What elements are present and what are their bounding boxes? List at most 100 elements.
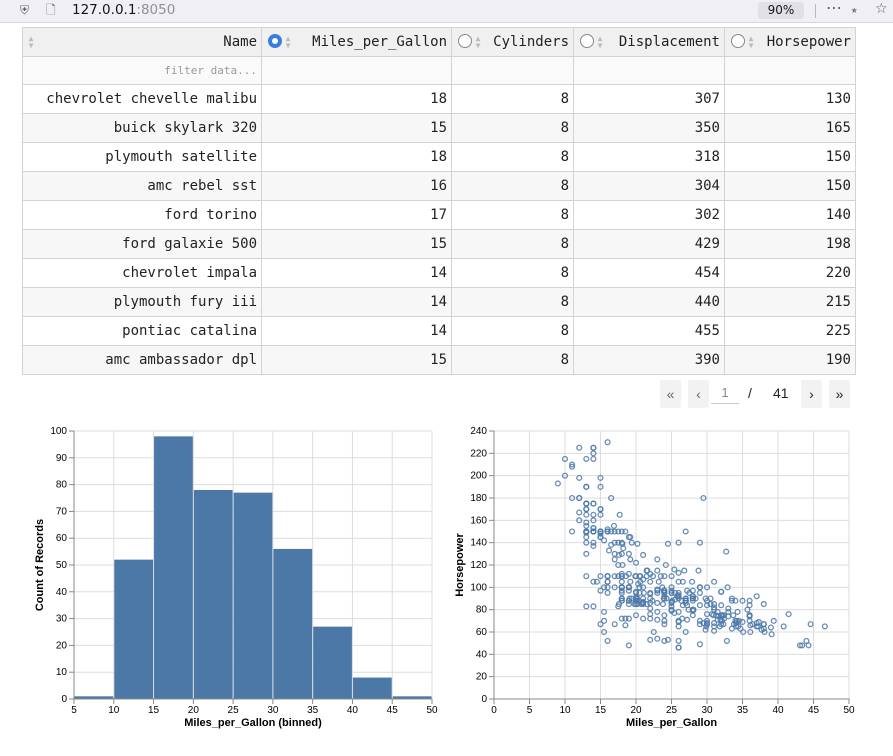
table-cell-miles_per_gallon[interactable]: 15 [261,345,452,375]
address-bar[interactable]: 127.0.0.1:8050 [72,2,176,18]
table-cell-cylinders[interactable]: 8 [451,171,574,201]
table-cell-horsepower[interactable]: 215 [724,287,856,317]
table-cell-displacement[interactable]: 390 [573,345,725,375]
table-row[interactable]: chevrolet impala 14 8 454 220 [22,258,856,288]
table-cell-horsepower[interactable]: 198 [724,229,856,259]
filter-input-name[interactable]: filter data... [22,56,262,85]
table-cell-horsepower[interactable]: 165 [724,113,856,143]
table-cell-miles_per_gallon[interactable]: 18 [261,84,452,114]
sort-icon[interactable]: ▲ ▼ [475,34,481,50]
scatter-point [611,528,618,535]
table-row[interactable]: ford torino 17 8 302 140 [22,200,856,230]
filter-input-mpg[interactable] [261,56,452,85]
table-cell-displacement[interactable]: 440 [573,287,725,317]
table-cell-displacement[interactable]: 454 [573,258,725,288]
shield-icon[interactable]: ⛨ [20,3,30,17]
table-cell-miles_per_gallon[interactable]: 14 [261,316,452,346]
column-header-cylinders[interactable]: ▲ ▼ Cylinders [451,27,574,57]
column-header-name[interactable]: ▲ ▼ Name [22,27,262,57]
filter-input-displacement[interactable] [573,56,725,85]
table-cell-cylinders[interactable]: 8 [451,229,574,259]
table-cell-miles_per_gallon[interactable]: 14 [261,258,452,288]
table-cell-miles_per_gallon[interactable]: 15 [261,229,452,259]
table-cell-cylinders[interactable]: 8 [451,84,574,114]
x-tick-label: 40 [772,705,784,716]
table-cell-name[interactable]: buick skylark 320 [22,113,262,143]
table-cell-cylinders[interactable]: 8 [451,200,574,230]
scatter-point [640,551,647,559]
column-select-radio[interactable] [580,34,594,48]
column-select-radio[interactable] [268,34,282,48]
scatter-point [634,597,641,604]
table-cell-name[interactable]: ford galaxie 500 [22,229,262,259]
table-cell-name[interactable]: plymouth satellite [22,142,262,172]
y-tick-label: 140 [470,538,487,549]
table-cell-cylinders[interactable]: 8 [451,113,574,143]
table-cell-displacement[interactable]: 455 [573,316,725,346]
first-page-button[interactable]: « [660,380,681,408]
table-row[interactable]: plymouth satellite 18 8 318 150 [22,142,856,172]
table-cell-cylinders[interactable]: 8 [451,258,574,288]
filter-input-cylinders[interactable] [451,56,574,85]
table-cell-displacement[interactable]: 318 [573,142,725,172]
table-cell-miles_per_gallon[interactable]: 14 [261,287,452,317]
table-cell-name[interactable]: amc ambassador dpl [22,345,262,375]
column-header-horsepower[interactable]: ▲ ▼ Horsepower [724,27,856,57]
table-row[interactable]: chevrolet chevelle malibu 18 8 307 130 [22,84,856,114]
table-cell-miles_per_gallon[interactable]: 18 [261,142,452,172]
table-cell-name[interactable]: ford torino [22,200,262,230]
scatter-point [597,511,604,518]
bookmark-star-icon[interactable]: ☆ [875,1,888,17]
table-cell-miles_per_gallon[interactable]: 16 [261,171,452,201]
table-row[interactable]: amc ambassador dpl 15 8 390 190 [22,345,856,375]
zoom-level-button[interactable]: 90% [758,2,804,19]
column-select-radio[interactable] [458,34,472,48]
table-cell-name[interactable]: amc rebel sst [22,171,262,201]
more-actions-icon[interactable]: ⋯ [826,0,842,17]
table-cell-cylinders[interactable]: 8 [451,142,574,172]
table-row[interactable]: amc rebel sst 16 8 304 150 [22,171,856,201]
table-cell-name[interactable]: plymouth fury iii [22,287,262,317]
table-cell-displacement[interactable]: 302 [573,200,725,230]
scatter-point [635,580,642,588]
table-cell-cylinders[interactable]: 8 [451,345,574,375]
table-cell-horsepower[interactable]: 225 [724,316,856,346]
pocket-icon[interactable]: ⭒ [851,3,858,17]
table-cell-horsepower[interactable]: 140 [724,200,856,230]
table-cell-cylinders[interactable]: 8 [451,316,574,346]
table-row[interactable]: buick skylark 320 15 8 350 165 [22,113,856,143]
table-cell-horsepower[interactable]: 190 [724,345,856,375]
sort-icon[interactable]: ▲ ▼ [28,34,34,50]
column-header-displacement[interactable]: ▲ ▼ Displacement [573,27,725,57]
scatter-point [583,550,590,557]
column-select-radio[interactable] [731,34,745,48]
table-cell-miles_per_gallon[interactable]: 15 [261,113,452,143]
table-row[interactable]: pontiac catalina 14 8 455 225 [22,316,856,346]
table-cell-name[interactable]: chevrolet impala [22,258,262,288]
table-cell-cylinders[interactable]: 8 [451,287,574,317]
table-cell-displacement[interactable]: 350 [573,113,725,143]
table-cell-displacement[interactable]: 304 [573,171,725,201]
column-header-mpg[interactable]: ▲ ▼ Miles_per_Gallon [261,27,452,57]
table-cell-horsepower[interactable]: 150 [724,142,856,172]
scatter-point [799,642,806,649]
table-cell-miles_per_gallon[interactable]: 17 [261,200,452,230]
table-cell-horsepower[interactable]: 220 [724,258,856,288]
last-page-button[interactable]: » [829,380,850,408]
sort-icon[interactable]: ▲ ▼ [285,34,291,50]
page-number-input[interactable]: 1 [711,383,739,404]
table-cell-displacement[interactable]: 307 [573,84,725,114]
table-cell-horsepower[interactable]: 130 [724,84,856,114]
table-row[interactable]: plymouth fury iii 14 8 440 215 [22,287,856,317]
previous-page-button[interactable]: ‹ [688,380,709,408]
table-row[interactable]: ford galaxie 500 15 8 429 198 [22,229,856,259]
filter-input-horsepower[interactable] [724,56,856,85]
sort-icon[interactable]: ▲ ▼ [748,34,754,50]
table-cell-name[interactable]: chevrolet chevelle malibu [22,84,262,114]
table-cell-displacement[interactable]: 429 [573,229,725,259]
table-cell-name[interactable]: pontiac catalina [22,316,262,346]
scatter-point [632,588,640,595]
sort-icon[interactable]: ▲ ▼ [597,34,603,50]
next-page-button[interactable]: › [801,380,822,408]
table-cell-horsepower[interactable]: 150 [724,171,856,201]
